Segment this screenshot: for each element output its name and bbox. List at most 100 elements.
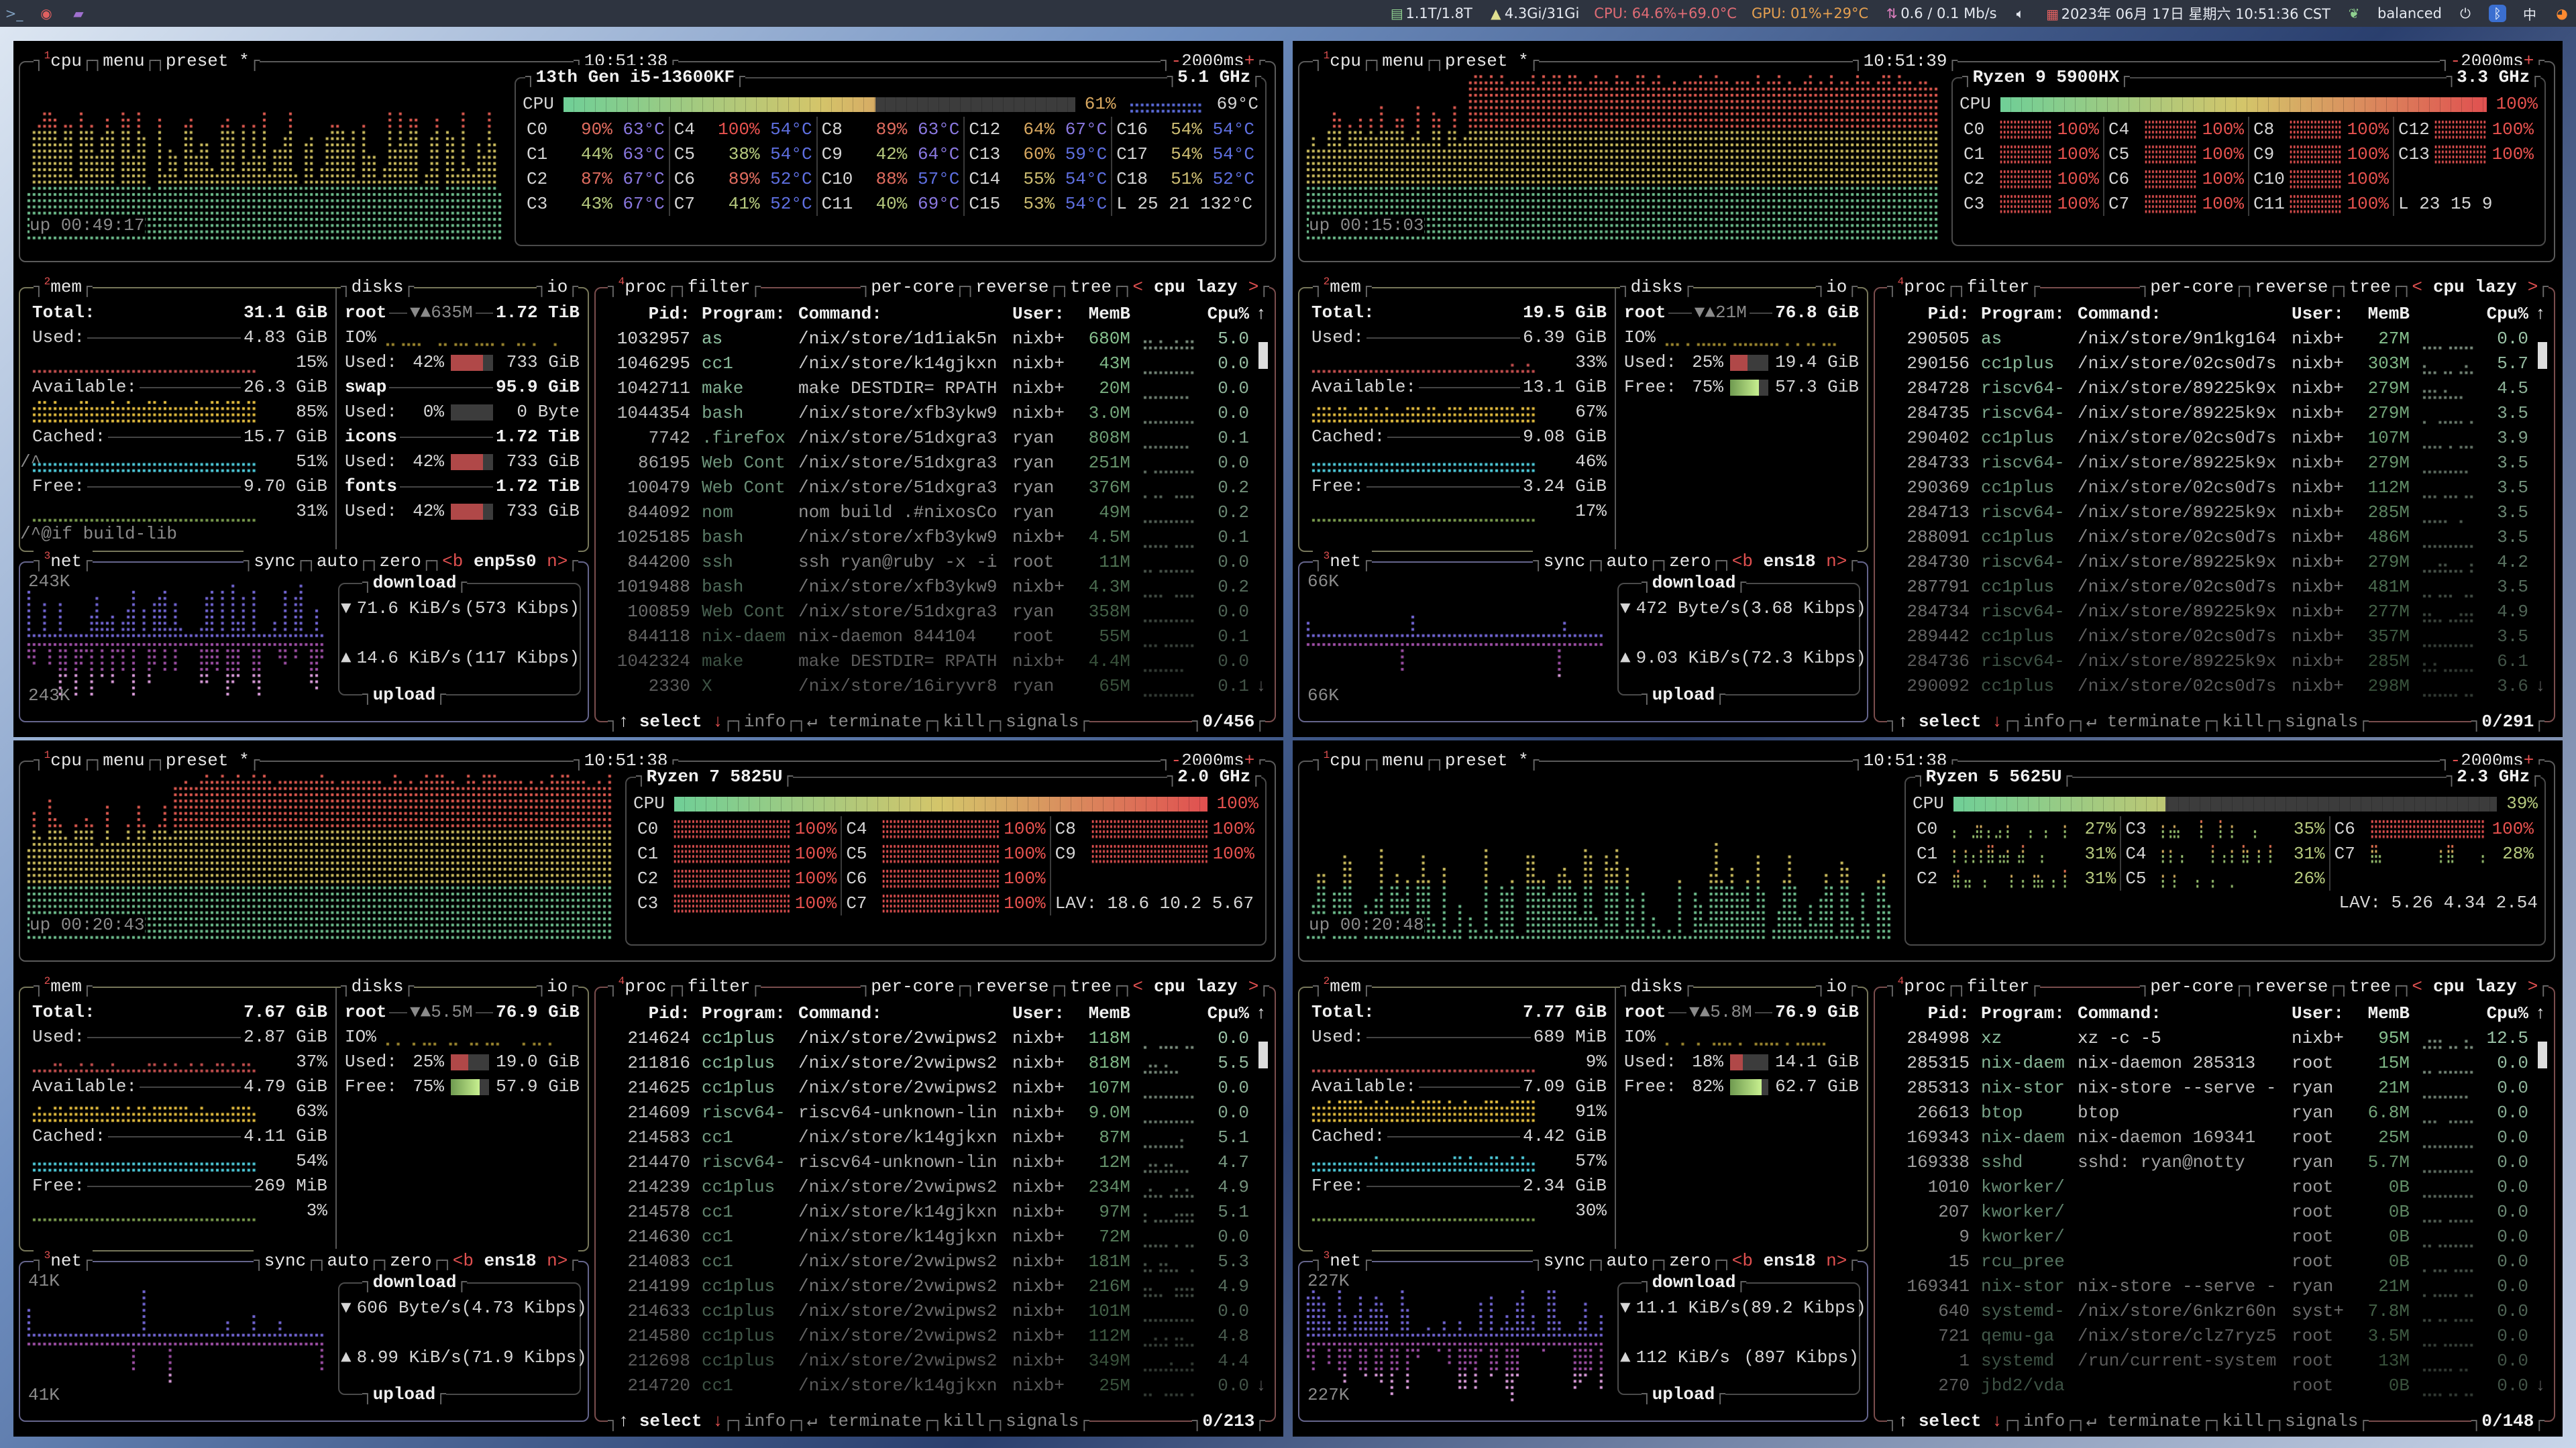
process-row[interactable]: 214633 cc1plus/nix/store/2vwipws2 nixb+ 101… [602, 1299, 1273, 1324]
process-row[interactable]: 1 systemd/run/current-system root 13M 0.0 [1882, 1349, 2553, 1374]
scroll-up-arrow[interactable]: ↑ [2535, 1003, 2546, 1023]
sort-prev-button[interactable]: < [1132, 977, 1143, 997]
scroll-up-arrow[interactable]: ↑ [2535, 304, 2546, 324]
cpu-usage[interactable]: CPU: 64.6%+69.0°C [1594, 5, 1737, 21]
column-header[interactable]: User: [2292, 304, 2345, 324]
signals-button[interactable]: signals [1006, 1411, 1079, 1431]
sort-prev-button[interactable]: < [2412, 977, 2422, 997]
auto-toggle[interactable]: auto [327, 1251, 369, 1271]
process-row[interactable]: 1010 kworker/root 0B 0.0 [1882, 1175, 2553, 1200]
process-row[interactable]: 284730 riscv64-/nix/store/89225k9x nixb+ 27… [1882, 550, 2553, 575]
process-row[interactable]: 214720 cc1/nix/store/k14gjkxn nixb+ 25M 0.0 ↓ [602, 1374, 1273, 1398]
process-row[interactable]: 284728 riscv64-/nix/store/89225k9x nixb+ 27… [1882, 376, 2553, 401]
process-row[interactable]: 287791 cc1plus/nix/store/02cs0d7s nixb+ 481… [1882, 575, 2553, 600]
tree-toggle[interactable]: tree [1069, 977, 1112, 997]
info-button[interactable]: info [2023, 712, 2065, 732]
process-row[interactable]: 15 rcu_pree root 0B 0.0 [1882, 1249, 2553, 1274]
column-header[interactable]: Program: [702, 304, 786, 324]
process-row[interactable]: 214239 cc1plus/nix/store/2vwipws2 nixb+ 234… [602, 1175, 1273, 1200]
filter-button[interactable]: filter [1966, 277, 2030, 297]
network-speed[interactable]: ⇅ 0.6 / 0.1 Mb/s [1883, 5, 1997, 22]
process-row[interactable]: 844118 nix-daem nix-daemon 844104 root 55M 0.… [602, 624, 1273, 649]
process-row[interactable]: 214083 cc1/nix/store/2vwipws2 nixb+ 181M 5.3 [602, 1249, 1273, 1274]
process-row[interactable]: 169343 nix-daem nix-daemon 169341 root 25M 0.… [1882, 1125, 2553, 1150]
process-row[interactable]: 7742 .firefox/nix/store/51dxgra3 ryan 808M 0… [602, 426, 1273, 451]
process-row[interactable]: 86195 Web Cont/nix/store/51dxgra3 ryan 251M… [602, 451, 1273, 476]
process-row[interactable]: 1019488 bash/nix/store/xfb3ykw9 nixb+ 4.3M 0… [602, 575, 1273, 600]
process-row[interactable]: 290156 cc1plus/nix/store/02cs0d7s nixb+ 303… [1882, 351, 2553, 376]
column-header[interactable]: User: [1012, 1003, 1065, 1023]
reverse-toggle[interactable]: reverse [2255, 277, 2328, 297]
io-toggle[interactable]: io [547, 977, 568, 997]
process-row[interactable]: 1042324 make make DESTDIR= RPATH nixb+ 4.4M 0… [602, 649, 1273, 674]
reverse-toggle[interactable]: reverse [975, 277, 1049, 297]
process-row[interactable]: 844200 ssh ssh ryan@ruby -x -i root 11M 0.0 [602, 550, 1273, 575]
process-row[interactable]: 214583 cc1/nix/store/k14gjkxn nixb+ 87M 5.1 [602, 1125, 1273, 1150]
terminate-button[interactable]: terminate [2106, 1411, 2202, 1431]
process-row[interactable]: 284734 riscv64-/nix/store/89225k9x nixb+ 27… [1882, 600, 2553, 624]
per-core-toggle[interactable]: per-core [871, 277, 955, 297]
info-button[interactable]: info [743, 712, 786, 732]
process-row[interactable]: 290505 as/nix/store/9n1kg164 nixb+ 27M 0.0 [1882, 327, 2553, 351]
process-row[interactable]: 285315 nix-daem nix-daemon 285313 root 15M 0.… [1882, 1051, 2553, 1076]
kill-button[interactable]: kill [943, 712, 985, 732]
column-header[interactable]: Command: [2078, 304, 2161, 324]
preset-button[interactable]: preset * [1444, 51, 1529, 71]
process-row[interactable]: 214624 cc1plus/nix/store/2vwipws2 nixb+ 118… [602, 1026, 1273, 1051]
column-header[interactable]: MemB [2367, 304, 2410, 324]
process-row[interactable]: 2330 X/nix/store/16iryvr8 ryan 65M 0.1 ↓ [602, 674, 1273, 699]
process-row[interactable]: 214625 cc1plus/nix/store/2vwipws2 nixb+ 107… [602, 1076, 1273, 1101]
signals-button[interactable]: signals [1006, 712, 1079, 732]
menu-button[interactable]: menu [103, 750, 145, 771]
process-row[interactable]: 212698 cc1plus/nix/store/2vwipws2 nixb+ 349… [602, 1349, 1273, 1374]
per-core-toggle[interactable]: per-core [871, 977, 955, 997]
process-row[interactable]: 9 kworker/root 0B 0.0 [1882, 1225, 2553, 1249]
column-header[interactable]: Program: [1981, 1003, 2065, 1023]
process-row[interactable]: 288091 cc1plus/nix/store/02cs0d7s nixb+ 486… [1882, 525, 2553, 550]
column-header[interactable]: MemB [1088, 304, 1130, 324]
sort-field[interactable]: cpu lazy [2432, 977, 2517, 997]
select-button[interactable]: select [639, 1411, 702, 1431]
signals-button[interactable]: signals [2285, 1411, 2359, 1431]
tree-toggle[interactable]: tree [2349, 277, 2392, 297]
column-header[interactable]: Pid: [648, 1003, 690, 1023]
power-icon[interactable]: ⏻ [2460, 5, 2471, 21]
sort-field[interactable]: cpu lazy [2432, 277, 2517, 297]
process-scrollbar-thumb[interactable] [2538, 1042, 2547, 1068]
sync-toggle[interactable]: sync [1543, 1251, 1586, 1271]
column-header[interactable]: User: [2292, 1003, 2345, 1023]
scroll-down-arrow[interactable]: ↓ [1256, 1376, 1267, 1396]
process-scrollbar-thumb[interactable] [1258, 1042, 1268, 1068]
column-header[interactable]: Cpu% [1207, 1003, 1249, 1023]
reverse-toggle[interactable]: reverse [975, 977, 1049, 997]
sort-next-button[interactable]: > [1248, 277, 1259, 297]
process-row[interactable]: 284733 riscv64-/nix/store/89225k9x nixb+ 27… [1882, 451, 2553, 476]
column-header[interactable]: Command: [2078, 1003, 2161, 1023]
column-header[interactable]: Program: [702, 1003, 786, 1023]
input-method-icon[interactable]: 中 [2523, 6, 2536, 23]
terminate-button[interactable]: terminate [827, 1411, 922, 1431]
process-row[interactable]: 1044354 bash/nix/store/xfb3ykw9 nixb+ 3.0M 0… [602, 401, 1273, 426]
select-button[interactable]: select [1918, 712, 1982, 732]
zero-toggle[interactable]: zero [390, 1251, 432, 1271]
column-header[interactable]: MemB [2367, 1003, 2410, 1023]
preset-button[interactable]: preset * [165, 51, 250, 71]
preset-button[interactable]: preset * [165, 750, 250, 771]
reverse-toggle[interactable]: reverse [2255, 977, 2328, 997]
column-header[interactable]: Pid: [1927, 304, 1970, 324]
scroll-down-arrow[interactable]: ↓ [2535, 676, 2546, 696]
process-row[interactable]: 169341 nix-stor nix-store --serve - ryan 21M… [1882, 1274, 2553, 1299]
process-row[interactable]: 169338 sshd sshd: ryan@notty ryan 5.7M 0.0 [1882, 1150, 2553, 1175]
firefox-icon[interactable]: ◕ [2556, 5, 2568, 21]
signals-button[interactable]: signals [2285, 712, 2359, 732]
next-interface-button[interactable]: n> [1826, 551, 1847, 571]
next-interface-button[interactable]: n> [547, 1251, 568, 1271]
io-toggle[interactable]: io [1826, 977, 1847, 997]
scroll-down-arrow[interactable]: ↓ [2535, 1376, 2546, 1396]
filter-button[interactable]: filter [1966, 977, 2030, 997]
scroll-down-arrow[interactable]: ↓ [1256, 676, 1267, 696]
process-row[interactable]: 640 systemd-/nix/store/6nkzr60n syst+ 7.8M 0… [1882, 1299, 2553, 1324]
prev-interface-button[interactable]: <b [1731, 551, 1753, 571]
auto-toggle[interactable]: auto [316, 551, 359, 571]
process-row[interactable]: 26613 btop btop ryan 6.8M 0.0 [1882, 1101, 2553, 1125]
